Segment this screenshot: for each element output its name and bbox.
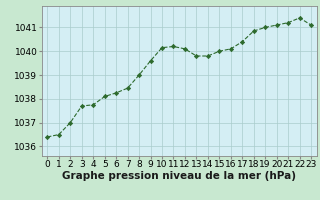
X-axis label: Graphe pression niveau de la mer (hPa): Graphe pression niveau de la mer (hPa) [62,171,296,181]
